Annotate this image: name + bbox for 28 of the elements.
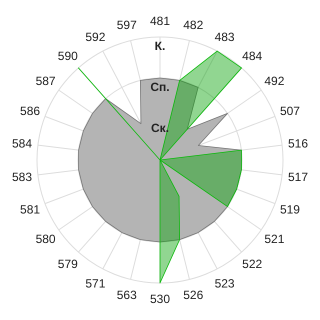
spoke-label: 483 <box>214 30 235 44</box>
spoke-label: 507 <box>280 104 300 118</box>
spoke-label: 581 <box>20 202 40 216</box>
spoke-label: 521 <box>264 232 285 246</box>
spoke-label: 583 <box>12 170 32 184</box>
spoke-label: 484 <box>242 49 263 64</box>
spoke-label: 481 <box>150 14 170 28</box>
spoke-label: 586 <box>20 104 40 118</box>
spoke-label: 516 <box>288 136 308 150</box>
spoke-label: 597 <box>116 18 138 32</box>
spoke-label: 523 <box>214 276 235 290</box>
spoke-label: 571 <box>85 276 106 290</box>
spoke-label: 584 <box>12 136 32 150</box>
spoke-label: 587 <box>36 74 56 88</box>
spoke-label: 579 <box>58 257 78 272</box>
spoke-label: 580 <box>36 232 56 246</box>
spoke-label: 517 <box>288 170 308 184</box>
spoke-label: 563 <box>116 288 138 302</box>
spoke-label: 482 <box>183 18 204 32</box>
spoke-label: 592 <box>85 30 106 44</box>
spoke-label: 519 <box>280 202 300 216</box>
spoke-label: 530 <box>150 292 170 306</box>
spoke-label: 590 <box>58 49 78 64</box>
spoke-label: 522 <box>242 257 263 272</box>
y-tick-label: Сп. <box>150 80 170 94</box>
y-tick-label: К. <box>154 39 166 54</box>
spoke-label: 526 <box>183 288 204 302</box>
spoke-label: 492 <box>264 74 285 88</box>
